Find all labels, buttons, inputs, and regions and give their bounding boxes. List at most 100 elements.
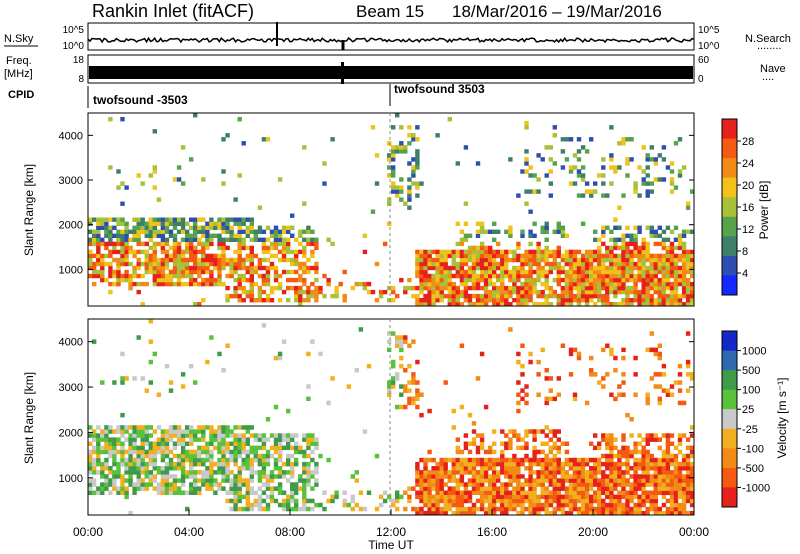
velocity-cell: [609, 461, 614, 467]
velocity-cell: [520, 502, 525, 508]
velocity-cell: [584, 498, 590, 504]
velocity-cell: [520, 486, 525, 491]
velocity-cell: [548, 482, 553, 487]
power-cell: [524, 298, 529, 303]
power-cell: [298, 298, 303, 303]
power-cell: [443, 265, 448, 271]
power-cell: [601, 265, 606, 271]
power-cell: [451, 285, 456, 291]
power-cell: [387, 221, 392, 226]
velocity-cell: [649, 466, 654, 471]
velocity-cell: [403, 368, 408, 373]
power-cell: [576, 273, 582, 279]
velocity-cell: [180, 433, 186, 438]
power-cell: [572, 293, 578, 299]
velocity-cell: [645, 457, 650, 463]
power-cell: [560, 265, 566, 271]
power-cell: [124, 261, 129, 267]
velocity-cell: [439, 470, 444, 475]
power-cell: [112, 281, 117, 287]
power-cell: [249, 253, 254, 259]
power-cell: [140, 261, 145, 267]
velocity-cell: [193, 474, 198, 479]
power-cell: [136, 217, 141, 222]
power-cell: [463, 221, 469, 226]
velocity-cell: [576, 470, 582, 475]
power-cell: [508, 302, 513, 307]
velocity-cell: [265, 461, 271, 467]
power-cell: [605, 277, 610, 283]
velocity-cell: [168, 388, 174, 393]
velocity-cell: [225, 478, 230, 483]
power-cell: [116, 229, 121, 234]
power-cell: [217, 261, 222, 267]
power-cell: [100, 225, 105, 230]
power-cell: [617, 285, 622, 291]
power-cell: [225, 237, 230, 242]
power-cell: [645, 302, 650, 307]
power-cell: [225, 285, 230, 291]
power-cell: [524, 253, 529, 259]
velocity-cell: [609, 494, 614, 500]
velocity-cell: [419, 510, 424, 516]
power-cell: [524, 201, 529, 206]
velocity-cell: [391, 359, 396, 365]
velocity-cell: [439, 457, 444, 463]
velocity-cell: [576, 506, 582, 512]
velocity-cell: [144, 437, 149, 442]
velocity-cell: [96, 461, 101, 467]
velocity-cell: [589, 506, 594, 512]
velocity-cell: [532, 478, 537, 483]
velocity-cell: [681, 457, 687, 463]
velocity-cell: [669, 457, 675, 463]
velocity-cell: [261, 490, 267, 495]
power-cell: [310, 237, 315, 242]
velocity-cell: [257, 478, 263, 483]
power-cell: [265, 293, 271, 299]
velocity-cell: [504, 441, 509, 446]
power-cell: [229, 225, 234, 230]
velocity-cell: [597, 478, 602, 483]
power-cell: [455, 273, 460, 279]
power-cell: [681, 289, 687, 295]
velocity-cell: [467, 482, 473, 487]
velocity-cell: [197, 425, 202, 430]
power-cell: [217, 281, 222, 287]
velocity-cell: [205, 445, 210, 451]
velocity-cell: [479, 441, 485, 446]
velocity-cell: [552, 453, 557, 459]
power-cell: [597, 237, 602, 242]
velocity-cell: [605, 457, 610, 463]
power-cell: [172, 237, 178, 242]
velocity-cell: [435, 461, 440, 467]
power-cell: [415, 153, 420, 158]
velocity-cell: [669, 510, 675, 516]
power-cell: [685, 302, 691, 307]
power-cell: [669, 269, 675, 275]
velocity-cell: [156, 466, 162, 471]
power-cell: [193, 221, 198, 226]
velocity-cell: [221, 441, 226, 446]
velocity-cell: [548, 449, 553, 455]
velocity-cell: [661, 474, 667, 479]
velocity-cell: [423, 457, 428, 463]
velocity-cell: [641, 482, 646, 487]
power-colorbar-swatch: [722, 138, 737, 159]
velocity-cell: [229, 490, 234, 495]
velocity-cell: [641, 449, 646, 455]
velocity-cell: [419, 457, 424, 463]
velocity-colorbar-swatch: [722, 350, 737, 371]
velocity-cell: [597, 445, 602, 451]
power-cell: [180, 257, 186, 263]
power-cell: [431, 265, 436, 271]
power-colorbar-tick-label: 8: [742, 246, 748, 258]
power-cell: [528, 261, 533, 267]
power-cell: [120, 221, 125, 226]
power-cell: [516, 277, 521, 283]
velocity-cell: [597, 470, 602, 475]
power-cell: [104, 261, 109, 267]
power-cell: [415, 265, 420, 271]
velocity-cell: [568, 466, 574, 471]
velocity-cell: [637, 498, 642, 504]
velocity-cell: [609, 474, 614, 479]
